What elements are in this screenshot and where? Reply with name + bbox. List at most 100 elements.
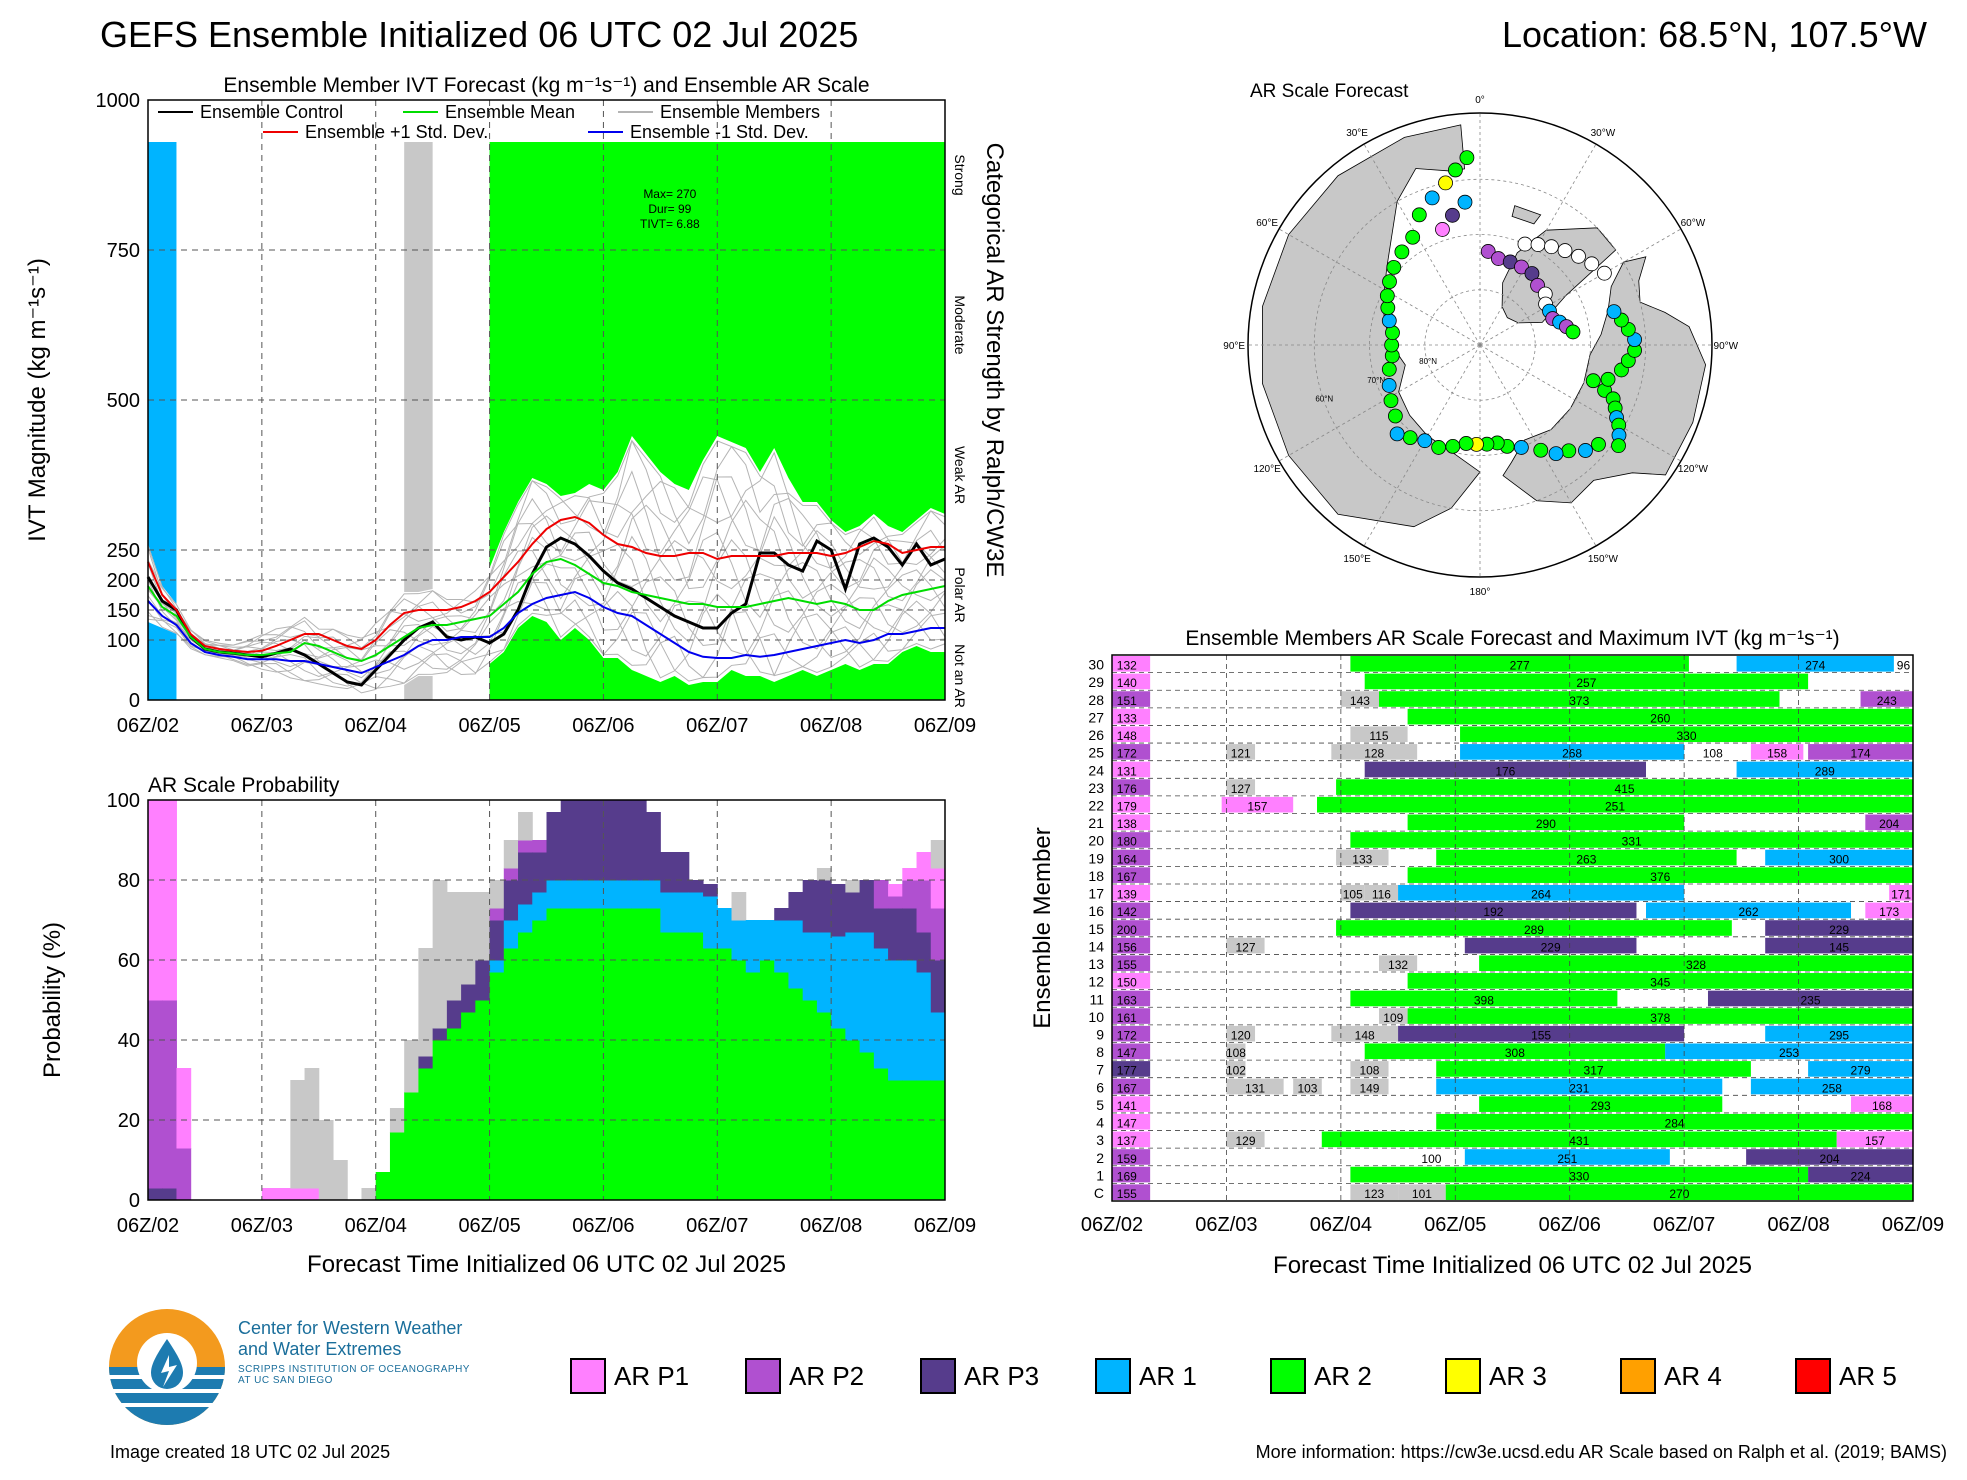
map-ar-point — [1459, 150, 1475, 166]
ivt-legend-label: Ensemble Control — [200, 102, 343, 122]
map-longitude-label: 150°W — [1588, 554, 1619, 565]
member-segment — [1407, 1008, 1913, 1024]
member-row-label: 26 — [1088, 727, 1104, 743]
member-segment-value: 289 — [1815, 764, 1835, 778]
member-start-value: 172 — [1117, 1028, 1137, 1042]
member-start-value: 163 — [1117, 993, 1137, 1007]
member-line-1 — [147, 581, 946, 689]
member-row-label: 9 — [1096, 1026, 1104, 1042]
member-line-13 — [147, 439, 946, 649]
member-segment-value: 317 — [1584, 1064, 1604, 1078]
prob-x-axis-label: Forecast Time Initialized 06 UTC 02 Jul … — [307, 1251, 786, 1278]
ivt-legend-label: Ensemble Mean — [445, 102, 575, 122]
member-segment — [1226, 1078, 1284, 1095]
map-ar-point — [1600, 371, 1616, 387]
member-segment — [1350, 726, 1408, 743]
member-start-value: 133 — [1117, 711, 1137, 725]
prob-bar-ar_p3 — [902, 908, 918, 961]
member-row-label: 20 — [1088, 833, 1104, 849]
legend-label: AR 2 — [1314, 1360, 1372, 1391]
member-segment — [1364, 761, 1646, 778]
member-start-cell — [1112, 902, 1151, 919]
member-segment — [1436, 1061, 1751, 1077]
member-segment — [1398, 884, 1685, 901]
ivt-y-axis-label: IVT Magnitude (kg m⁻¹s⁻¹) — [24, 258, 51, 542]
polar-map: AR Scale Forecast 180° 150°E 120°E 90°E 60°E 3… — [1223, 81, 1738, 595]
member-start-value: 137 — [1117, 1134, 1137, 1148]
member-segment-value: 102 — [1226, 1064, 1246, 1078]
ivt-xtick-label: 06Z/07 — [686, 715, 748, 737]
prob-bar-gray — [304, 1068, 320, 1189]
member-segment — [1436, 1078, 1723, 1095]
member-start-cell — [1112, 1025, 1151, 1042]
member-start-value: 141 — [1117, 1099, 1137, 1113]
member-segment-value: 251 — [1605, 800, 1625, 814]
map-ar-point — [1596, 265, 1612, 281]
member-segment — [1460, 744, 1685, 760]
map-meridian — [1479, 228, 1682, 346]
member-start-value: 179 — [1117, 800, 1137, 814]
member-start-value: 155 — [1117, 958, 1137, 972]
member-segment-value: 268 — [1562, 747, 1582, 761]
prob-ytick-label: 20 — [118, 1110, 140, 1132]
member-segment — [1707, 990, 1913, 1007]
member-segment-value: 431 — [1569, 1134, 1589, 1148]
member-segment-value: 373 — [1569, 694, 1589, 708]
member-start-cell — [1112, 1184, 1151, 1200]
prob-bar-gray — [518, 812, 533, 841]
member-segment-value: 127 — [1231, 782, 1251, 796]
member-segment — [1379, 691, 1780, 707]
member-segment — [1226, 744, 1256, 760]
map-ar-point — [1530, 237, 1546, 252]
prob-bar-ar2 — [631, 908, 647, 1201]
member-row-label: 18 — [1088, 868, 1104, 884]
prob-bar-ar1 — [617, 880, 633, 909]
prob-bar-ar_p3 — [859, 880, 875, 933]
member-segment — [1350, 1166, 1809, 1183]
member-line-8 — [147, 499, 946, 658]
member-segment — [1436, 1113, 1913, 1130]
prob-bar-ar2 — [816, 1012, 832, 1201]
prob-bar-ar1 — [745, 920, 761, 973]
member-start-cell — [1112, 656, 1151, 672]
prob-ytick-label: 100 — [107, 790, 140, 812]
member-row-label: 12 — [1088, 974, 1104, 990]
ivt-xtick-label: 06Z/09 — [914, 715, 976, 737]
prob-xtick-label: 06Z/05 — [458, 1215, 520, 1237]
member-segment-value: 103 — [1297, 1081, 1317, 1095]
ivt-ytick-label: 100 — [107, 630, 140, 652]
prob-xtick-label: 06Z/07 — [686, 1215, 748, 1237]
series-line-2 — [147, 515, 945, 654]
prob-bar-ar_p3 — [831, 884, 846, 937]
member-segment — [1321, 1131, 1837, 1148]
prob-bar-ar1 — [859, 932, 875, 1053]
prob-bar-ar_p3 — [518, 852, 533, 905]
member-row-label: 6 — [1096, 1079, 1104, 1095]
map-ar-point — [1381, 361, 1397, 377]
prob-bar-ar_p2 — [930, 908, 946, 961]
member-start-cell — [1112, 779, 1151, 795]
member-start-cell — [1112, 708, 1151, 725]
prob-bar-ar1 — [888, 960, 903, 1081]
prob-bar-ar1 — [503, 920, 519, 949]
map-ar-point — [1394, 244, 1410, 260]
member-start-value: 172 — [1117, 747, 1137, 761]
member-segment-value: 149 — [1359, 1081, 1379, 1095]
member-segment — [1364, 1043, 1666, 1060]
member-row-label: 17 — [1088, 886, 1104, 902]
main-title: GEFS Ensemble Initialized 06 UTC 02 Jul … — [100, 14, 859, 55]
prob-bar-ar_p2 — [916, 880, 932, 933]
member-segment-value: 398 — [1474, 993, 1494, 1007]
member-segment-value: 176 — [1495, 764, 1515, 778]
member-segment — [1340, 691, 1379, 707]
prob-ytick-label: 0 — [129, 1190, 140, 1212]
member-segment — [1765, 937, 1913, 954]
prob-bar-ar1 — [660, 892, 676, 933]
member-segment-value: 96 — [1897, 659, 1911, 673]
prob-bar-ar1 — [574, 880, 590, 909]
member-segment — [1407, 814, 1685, 831]
prob-bar-gray — [731, 892, 747, 921]
legend-label: AR P2 — [789, 1360, 865, 1391]
map-longitude-label: 120°E — [1253, 464, 1281, 475]
prob-bar-gray — [432, 880, 448, 1029]
